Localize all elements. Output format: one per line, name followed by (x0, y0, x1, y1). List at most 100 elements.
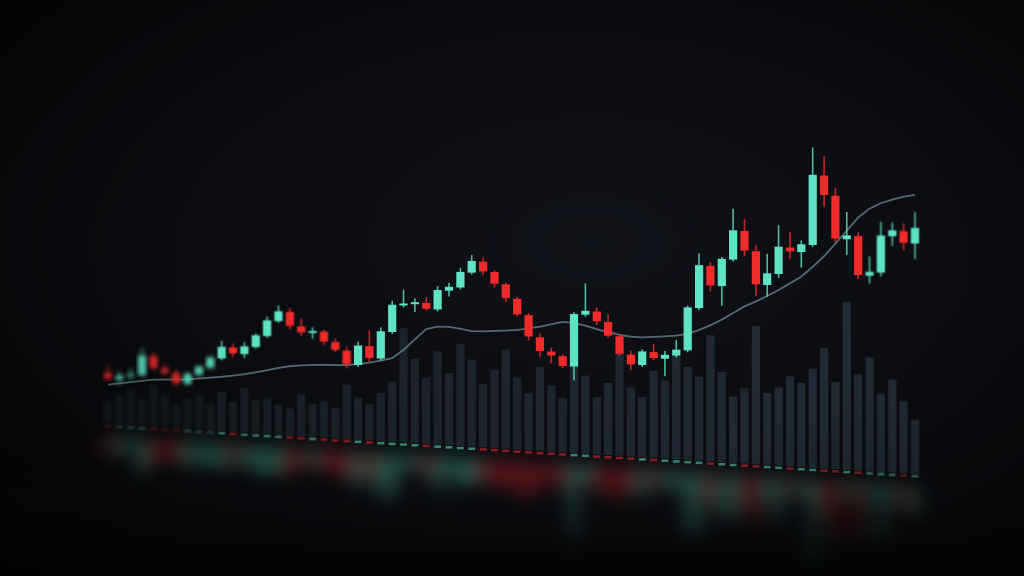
volume-bar (354, 397, 363, 440)
candle-reflection (250, 447, 262, 472)
volume-bar (842, 301, 851, 470)
baseline-tick (718, 463, 726, 466)
candle-body (569, 314, 579, 367)
candle-reflection (227, 445, 239, 463)
candle-body (240, 346, 249, 355)
volume-bar (228, 401, 238, 432)
baseline-tick (252, 434, 260, 437)
candle-body (842, 235, 851, 240)
candle-body (217, 346, 226, 359)
candle-up (672, 339, 681, 358)
candle-body (354, 345, 363, 365)
volume-bar (331, 408, 340, 439)
candle-body (535, 337, 544, 351)
candle-body (297, 326, 306, 333)
volume-bar (831, 382, 840, 470)
baseline-tick (672, 460, 680, 463)
volume-bar (172, 404, 181, 429)
baseline-tick (241, 433, 248, 436)
candle-up (763, 253, 772, 297)
candle-up (433, 286, 442, 312)
baseline-tick (150, 427, 157, 431)
volume-bar (751, 326, 760, 465)
baseline-tick (366, 441, 373, 444)
candle-body (763, 273, 772, 285)
candle-body (547, 351, 556, 356)
baseline-tick (752, 465, 760, 468)
baseline-tick (354, 440, 362, 443)
candle-body (115, 375, 124, 380)
candle-up (251, 333, 260, 349)
baseline-tick (695, 461, 703, 465)
baseline-tick (320, 438, 328, 441)
candle-up (194, 364, 203, 377)
candle-up (240, 342, 249, 358)
candle-up (683, 305, 692, 353)
candle-up (206, 355, 215, 370)
volume-bar (706, 335, 715, 462)
candle-down (365, 330, 374, 362)
baseline-tick (536, 451, 544, 455)
candle-up (717, 256, 726, 306)
candle-reflection (295, 450, 307, 467)
candle-body (695, 265, 704, 309)
candle-body (422, 302, 431, 309)
candle-up (217, 340, 226, 361)
volume-bar (126, 389, 135, 426)
baseline-tick (434, 445, 441, 448)
baseline-tick (616, 456, 623, 460)
candle-body (388, 304, 397, 332)
volume-bar (388, 381, 397, 442)
volume-bar (160, 394, 169, 428)
candle-down (501, 282, 510, 302)
baseline-tick (229, 432, 237, 436)
candle-down (160, 362, 169, 377)
baseline-tick (707, 462, 714, 465)
candle-up (797, 240, 806, 268)
candle-reflection (272, 448, 285, 471)
volume-bar (183, 398, 192, 429)
baseline-tick (195, 430, 203, 434)
candle-down (319, 329, 329, 346)
candle-body (251, 335, 260, 347)
candle-up (808, 147, 817, 247)
floor-shade (0, 470, 1024, 576)
volume-bar (342, 384, 351, 439)
candle-body (876, 235, 885, 273)
candle-body (820, 175, 829, 195)
candle-down (615, 334, 624, 356)
candle-body (854, 236, 863, 276)
volume-bar (820, 348, 829, 469)
volume-bar (297, 394, 306, 436)
candle-body (785, 247, 795, 252)
candle-up (410, 298, 419, 312)
candle-reflection (147, 440, 160, 465)
candle-body (263, 320, 272, 336)
candle-reflection (159, 441, 171, 457)
volume-bar (740, 388, 749, 464)
baseline-tick (445, 446, 453, 449)
volume-bar (376, 392, 385, 441)
candle-down (103, 365, 113, 381)
volume-bar (501, 349, 510, 449)
volume-bar (103, 400, 113, 424)
candle-down (854, 232, 863, 279)
candle-up (444, 282, 454, 297)
volume-bar (138, 399, 147, 427)
candle-body (910, 227, 920, 244)
volume-bar (194, 393, 203, 430)
baseline-tick (161, 428, 169, 431)
baseline-tick (559, 453, 566, 456)
candle-body (501, 284, 510, 299)
candle-body (638, 351, 647, 365)
moving-average-line (107, 193, 916, 386)
candle-body (751, 251, 760, 285)
candle-body (797, 244, 806, 253)
candle-body (228, 347, 238, 354)
volume-bar (604, 383, 613, 455)
candle-up (729, 208, 738, 262)
volume-bar (899, 401, 908, 474)
baseline-tick (309, 437, 316, 441)
volume-bar (399, 328, 408, 443)
